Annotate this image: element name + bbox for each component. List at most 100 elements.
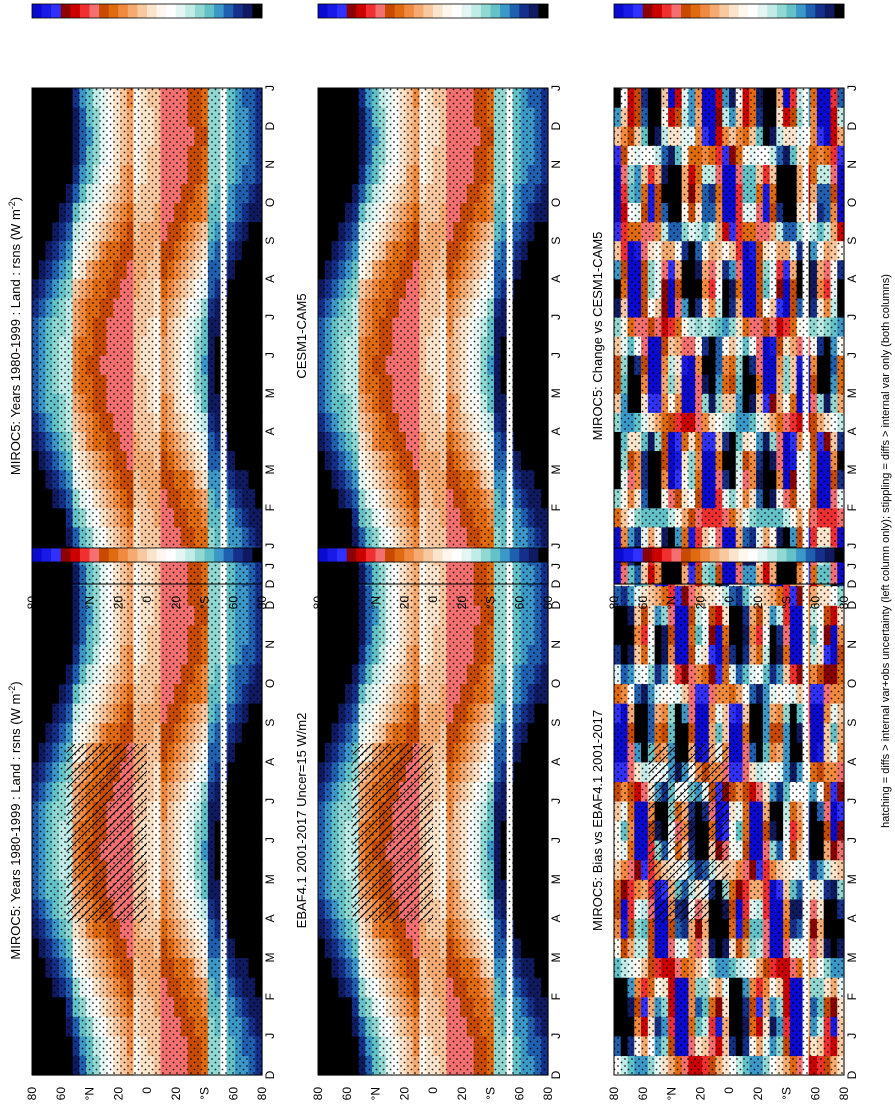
colorbar-swatch	[243, 4, 253, 18]
colorbar-swatch	[471, 4, 481, 18]
colorbar-swatch	[252, 4, 262, 18]
colorbar-swatch	[529, 548, 539, 562]
month-tick-label: S	[845, 237, 859, 245]
colorbar-swatch	[471, 548, 481, 562]
lat-tick-label: 60	[512, 1087, 526, 1101]
lat-tick-label: 60	[808, 596, 822, 610]
colorbar-swatch	[385, 548, 395, 562]
colorbar-swatch	[662, 548, 672, 562]
month-tick-label: J	[549, 352, 563, 358]
colorbar-swatch	[796, 548, 806, 562]
colorbar-swatch	[233, 4, 243, 18]
lat-tick-label: 20	[111, 1087, 125, 1101]
colorbar-miroc5-right	[32, 4, 263, 18]
month-tick-label: J	[263, 543, 277, 549]
lat-tick-label: 80	[541, 1087, 555, 1101]
colorbar-swatch	[643, 548, 653, 562]
colorbar-swatch	[404, 4, 414, 18]
colorbar-swatch	[691, 4, 701, 18]
colorbar-swatch	[443, 4, 453, 18]
lat-tick-label: °N	[369, 1087, 383, 1100]
colorbar-swatch	[195, 4, 205, 18]
colorbar-swatch	[815, 548, 825, 562]
month-tick-label: F	[263, 993, 277, 1000]
lat-tick-label: 0	[140, 596, 154, 603]
colorbar-swatch	[128, 4, 138, 18]
month-tick-label: A	[845, 758, 859, 766]
lat-tick-label: 0	[426, 1087, 440, 1094]
month-tick-label: M	[549, 465, 563, 475]
lat-tick-label: 60	[636, 596, 650, 610]
colorbar-swatch	[825, 548, 835, 562]
colorbar-swatch	[672, 548, 682, 562]
lat-tick-label: °N	[83, 596, 97, 609]
colorbar-swatch	[796, 4, 806, 18]
colorbar-bias	[614, 548, 845, 562]
month-tick-label: N	[263, 160, 277, 169]
colorbar-swatch	[347, 548, 357, 562]
lat-tick-label: 20	[397, 596, 411, 610]
colorbar-swatch	[32, 548, 42, 562]
month-tick-label: J	[263, 352, 277, 358]
colorbar-swatch	[185, 4, 195, 18]
lat-tick-label: 20	[455, 596, 469, 610]
month-tick-label: A	[845, 914, 859, 922]
month-tick-label: J	[263, 798, 277, 804]
month-tick-label: F	[549, 504, 563, 511]
colorbar-swatch	[691, 548, 701, 562]
month-tick-label: J	[263, 563, 277, 569]
colorbar-swatch	[214, 548, 224, 562]
month-tick-label: A	[549, 275, 563, 283]
colorbar-swatch	[433, 548, 443, 562]
colorbar-swatch	[166, 548, 176, 562]
month-tick-label: O	[845, 198, 859, 207]
month-tick-label: M	[845, 388, 859, 398]
lat-tick-label: 60	[54, 596, 68, 610]
colorbar-swatch	[109, 4, 119, 18]
colorbar-swatch	[452, 4, 462, 18]
lat-tick-label: °N	[665, 1087, 679, 1100]
colorbar-swatch	[834, 4, 844, 18]
colorbar-swatch	[510, 548, 520, 562]
colorbar-swatch	[90, 548, 100, 562]
colorbar-swatch	[739, 4, 749, 18]
colorbar-ebaf	[318, 548, 549, 562]
panel-title: MIROC5: Change vs CESM1-CAM5	[590, 232, 605, 441]
colorbar-swatch	[128, 548, 138, 562]
colorbar-swatch	[452, 548, 462, 562]
month-tick-label: M	[845, 953, 859, 963]
colorbar-swatch	[224, 4, 234, 18]
month-tick-label: M	[263, 465, 277, 475]
month-tick-label: J	[549, 798, 563, 804]
month-tick-label: J	[845, 1033, 859, 1039]
colorbar-swatch	[538, 548, 548, 562]
lat-tick-label: °S	[484, 596, 498, 609]
lat-tick-label: 80	[607, 596, 621, 610]
lat-tick-label: 60	[226, 1087, 240, 1101]
month-tick-label: M	[263, 388, 277, 398]
colorbar-swatch	[787, 548, 797, 562]
colorbar-swatch	[51, 4, 61, 18]
colorbar-swatch	[32, 4, 42, 18]
panel-title: EBAF4.1 2001-2017 Uncer=15 W/m2	[294, 713, 309, 929]
month-tick-label: J	[549, 85, 563, 91]
panel-title: CESM1-CAM5	[294, 293, 309, 378]
colorbar-swatch	[662, 4, 672, 18]
lat-tick-label: °S	[780, 1087, 794, 1100]
month-tick-label: J	[549, 314, 563, 320]
month-tick-label: N	[845, 640, 859, 649]
month-tick-label: N	[549, 640, 563, 649]
colorbar-swatch	[366, 4, 376, 18]
colorbar-swatch	[185, 548, 195, 562]
month-tick-label: S	[845, 719, 859, 727]
colorbar-swatch	[376, 4, 386, 18]
lat-tick-label: °S	[198, 1087, 212, 1100]
month-tick-label: F	[845, 504, 859, 511]
colorbar-swatch	[205, 4, 215, 18]
colorbar-swatch	[815, 4, 825, 18]
colorbar-swatch	[42, 548, 52, 562]
colorbar-swatch	[176, 548, 186, 562]
month-tick-label: D	[845, 122, 859, 131]
lat-tick-label: 20	[111, 596, 125, 610]
